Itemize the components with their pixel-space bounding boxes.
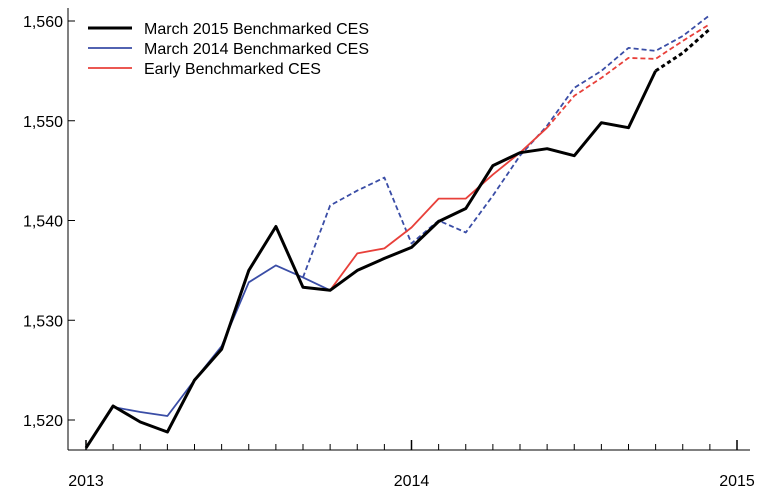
y-ticks: 1,520 1,530 1,540 1,550 1,560: [23, 14, 75, 430]
y-tick-label: 1,560: [23, 14, 63, 31]
x-tick-label: 2014: [394, 473, 430, 490]
y-tick-label: 1,530: [23, 313, 63, 330]
legend-label: March 2014 Benchmarked CES: [144, 41, 369, 58]
axes: 1,520 1,530 1,540 1,550 1,560 2013 2014 2015: [23, 8, 755, 490]
x-ticks: 2013 2014 2015: [68, 440, 755, 490]
series-march-2014-benchmarked-ces: [85, 14, 711, 449]
series-march-2015-benchmarked-ces: [84, 27, 711, 449]
series-line-solid: [84, 70, 657, 449]
legend-item: March 2014 Benchmarked CES: [88, 41, 369, 58]
y-tick-label: 1,540: [23, 214, 63, 231]
legend-label: March 2015 Benchmarked CES: [144, 21, 369, 38]
series-layer: [84, 14, 711, 449]
legend-item: Early Benchmarked CES: [88, 61, 321, 78]
legend: March 2015 Benchmarked CES March 2014 Ben…: [88, 21, 369, 78]
series-line-solid: [85, 264, 331, 449]
x-tick-label: 2015: [719, 473, 755, 490]
series-line-dashed: [546, 23, 711, 129]
y-tick-label: 1,520: [23, 413, 63, 430]
series-line-dashed: [302, 14, 711, 278]
legend-item: March 2015 Benchmarked CES: [88, 21, 369, 38]
series-line-dashed: [654, 27, 711, 73]
series-line-solid: [329, 127, 548, 291]
series-early-benchmarked-ces: [329, 23, 711, 291]
x-tick-label: 2013: [68, 473, 104, 490]
y-tick-label: 1,550: [23, 114, 63, 131]
legend-label: Early Benchmarked CES: [144, 61, 321, 78]
